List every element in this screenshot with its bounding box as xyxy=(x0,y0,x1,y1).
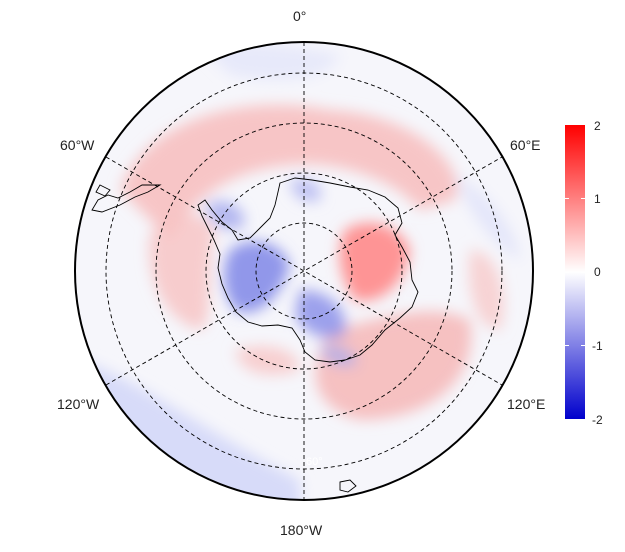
anomaly-field xyxy=(75,42,533,500)
graticule xyxy=(105,42,503,500)
lon-label-upper-right: 60°E xyxy=(510,137,541,153)
colorbar-tick-minus-1: -1 xyxy=(592,339,603,353)
latitude-label: 60° xyxy=(306,456,323,468)
lon-label-lower-left: 120°W xyxy=(57,396,100,412)
lon-label-top: 0° xyxy=(293,8,307,24)
lon-label-bottom: 180°W xyxy=(280,522,323,538)
lon-label-lower-right: 120°E xyxy=(507,396,546,412)
colorbar-tick-0: 0 xyxy=(594,265,601,279)
colorbar-tick-2: 2 xyxy=(594,119,601,133)
coastline xyxy=(91,177,419,493)
lon-label-upper-left: 60°W xyxy=(60,137,95,153)
colorbar xyxy=(565,125,585,419)
map-boundary xyxy=(74,41,534,501)
colorbar-tick-minus-2: -2 xyxy=(592,413,603,427)
colorbar-tick-1: 1 xyxy=(594,192,601,206)
